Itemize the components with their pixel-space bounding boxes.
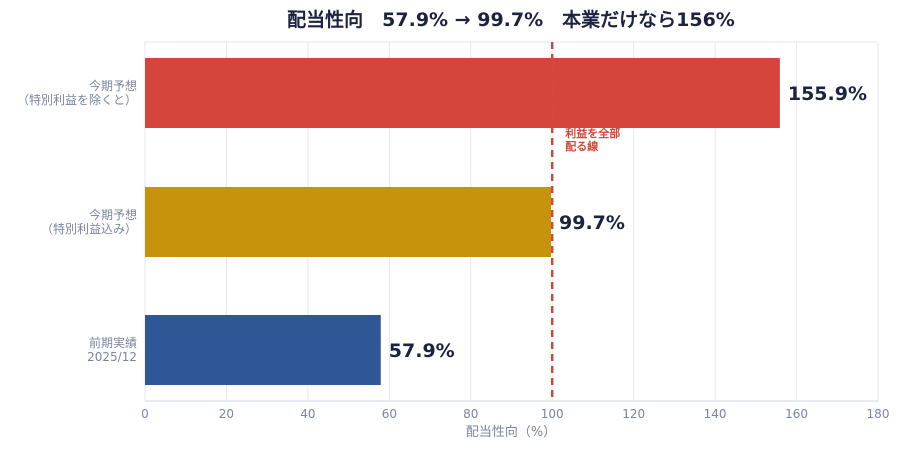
- x-tick-label: 20: [219, 407, 234, 421]
- x-tick-label: 120: [622, 407, 645, 421]
- category-label-2-line-1: 2025/12: [87, 350, 137, 364]
- bars: [145, 58, 780, 385]
- category-label-1-line-1: （特別利益込み）: [41, 221, 137, 236]
- data-label-0: 155.9%: [788, 83, 867, 105]
- x-tick-labels: 0 20 40 60 80 100 120 140 160 180: [141, 407, 889, 421]
- bar-2: [145, 315, 381, 385]
- x-tick-label: 60: [382, 407, 397, 421]
- category-label-0-line-1: （特別利益を除くと）: [17, 92, 137, 107]
- category-label-1-line-0: 今期予想: [89, 207, 137, 222]
- data-label-1: 99.7%: [559, 212, 625, 234]
- x-tick-label: 180: [867, 407, 890, 421]
- x-tick-label: 40: [300, 407, 315, 421]
- reference-line-label-line-1: 配る線: [565, 139, 598, 153]
- x-axis-label: 配当性向（%）: [466, 424, 556, 440]
- data-label-2: 57.9%: [389, 340, 455, 362]
- bar-0: [145, 58, 780, 128]
- reference-line-label-line-0: 利益を全部: [565, 126, 620, 140]
- data-labels: 155.9% 99.7% 57.9%: [389, 83, 867, 362]
- chart-title: 配当性向 57.9% → 99.7% 本業だけなら156%: [287, 8, 735, 31]
- category-label-0-line-0: 今期予想: [89, 78, 137, 93]
- bar-1: [145, 187, 552, 257]
- x-tick-label: 0: [141, 407, 149, 421]
- category-label-2-line-0: 前期実績: [89, 335, 137, 350]
- x-tick-label: 160: [785, 407, 808, 421]
- x-tick-label: 100: [541, 407, 564, 421]
- x-tick-label: 140: [704, 407, 727, 421]
- x-tick-label: 80: [463, 407, 478, 421]
